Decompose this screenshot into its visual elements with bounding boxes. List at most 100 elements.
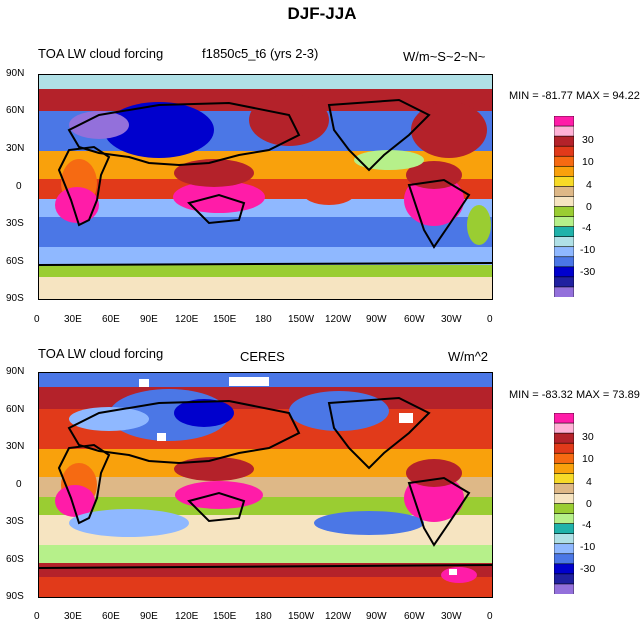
panel1-lon-label: 30W [441, 314, 462, 325]
colorbar-swatch [554, 462, 574, 474]
panel1-lat-label: 30N [6, 143, 25, 154]
colorbar-swatch [554, 533, 574, 545]
colorbar-swatch [554, 176, 574, 187]
panel1-colorbar-label: 30 [582, 134, 594, 146]
south-america-outline [407, 178, 471, 249]
panel1-lon-label: 30E [64, 314, 82, 325]
panel2-lon-label: 150W [288, 611, 315, 622]
field-blob [467, 205, 491, 245]
field-blob [441, 567, 477, 583]
panel1-lon-label: 90E [140, 314, 158, 325]
lat-band [39, 277, 492, 299]
colorbar-swatch [554, 452, 574, 464]
panel1-min-max: MIN = -81.77 MAX = 94.22 [509, 90, 640, 102]
colorbar-swatch [554, 543, 574, 555]
field-blob [69, 111, 129, 139]
panel1-center-title: f1850c5_t6 (yrs 2-3) [202, 46, 319, 61]
colorbar-swatch [554, 186, 574, 198]
colorbar-swatch [554, 206, 574, 218]
coastlines [39, 98, 492, 266]
panel2-lon-label: 120W [325, 611, 352, 622]
panel2-lat-label: 30N [6, 441, 25, 452]
missing-patch [139, 379, 149, 387]
colorbar-swatch [554, 483, 574, 495]
field-blob [174, 159, 254, 187]
colorbar-swatch [554, 503, 574, 515]
field-blob [69, 509, 189, 537]
panel2-left-title: TOA LW cloud forcing [38, 346, 164, 361]
panel2-min-max: MIN = -83.32 MAX = 73.89 [509, 389, 640, 401]
panel1-lon-label: 180 [255, 314, 272, 325]
colorbar-swatch [554, 442, 574, 454]
colorbar-swatch [554, 226, 574, 238]
colorbar-swatch [554, 125, 574, 137]
panel2-colorbar-label: -4 [582, 519, 592, 531]
colorbar-swatch [554, 246, 574, 258]
panel2-lon-label: 150E [213, 611, 237, 622]
panel2-lat-label: 60N [6, 404, 25, 415]
field-blob [55, 485, 95, 517]
panel2-lat-label: 90N [6, 366, 25, 377]
colorbar-swatch [554, 116, 574, 127]
panel1-lat-label: 90S [6, 293, 24, 304]
panel2-lat-label: 90S [6, 591, 24, 602]
panel1-lon-label: 150E [213, 314, 237, 325]
panel1-lon-label: 0 [487, 314, 493, 325]
panel2-lon-label: 60W [404, 611, 425, 622]
field-blob [249, 94, 329, 146]
field-blob [314, 511, 424, 535]
panel1-lat-label: 90N [6, 68, 25, 79]
lat-band [39, 545, 492, 563]
colorbar-swatch [554, 165, 574, 177]
lat-band [39, 577, 492, 597]
panel1-colorbar-label: 4 [586, 179, 592, 191]
panel2-center-title: CERES [240, 349, 285, 364]
field-blob [55, 187, 99, 223]
australia-outline [187, 193, 246, 225]
colorbar-swatch [554, 422, 574, 434]
panel1-lat-label: 30S [6, 218, 24, 229]
panel2-lon-label: 0 [34, 611, 40, 622]
panel2-lon-label: 90E [140, 611, 158, 622]
panel1-map [38, 74, 493, 300]
field-blob [303, 181, 355, 205]
panel2-colorbar-label: 4 [586, 476, 592, 488]
panel2-lat-label: 60S [6, 554, 24, 565]
colorbar-swatch [554, 553, 574, 565]
colorbar-swatch [554, 493, 574, 505]
north-america-outline [327, 98, 431, 172]
panel2-lon-label: 120E [175, 611, 199, 622]
colorbar-swatch [554, 573, 574, 585]
field-blob [289, 391, 389, 431]
panel2-lon-label: 30E [64, 611, 82, 622]
panel2-lon-label: 60E [102, 611, 120, 622]
panel1-lon-label: 60E [102, 314, 120, 325]
panel1-colorbar [554, 116, 574, 297]
colorbar-swatch [554, 266, 574, 278]
coastlines [39, 396, 492, 569]
panel1-colorbar-label: -30 [580, 266, 596, 278]
panel2-lon-label: 90W [366, 611, 387, 622]
panel1-colorbar-label: 10 [582, 156, 594, 168]
panel2-lon-label: 30W [441, 611, 462, 622]
south-america-outline [407, 476, 471, 547]
panel1-lon-label: 90W [366, 314, 387, 325]
field-blob [104, 102, 214, 158]
panel1-lon-label: 60W [404, 314, 425, 325]
panel1-left-title: TOA LW cloud forcing [38, 46, 164, 61]
panel2-lat-label: 0 [16, 479, 22, 490]
colorbar-swatch [554, 583, 574, 594]
missing-patch [157, 433, 166, 441]
panel2-colorbar-label: -10 [580, 541, 596, 553]
panel2-units: W/m^2 [448, 349, 489, 364]
panel1-units: W/m~S~2~N~ [403, 49, 486, 64]
colorbar-swatch [554, 256, 574, 268]
australia-outline [187, 491, 246, 523]
colorbar-swatch [554, 286, 574, 297]
colorbar-swatch [554, 196, 574, 208]
field-blob [354, 150, 424, 170]
field-blob [69, 407, 149, 431]
eurasia-outline [67, 101, 301, 167]
colorbar-swatch [554, 523, 574, 535]
colorbar-swatch [554, 432, 574, 444]
